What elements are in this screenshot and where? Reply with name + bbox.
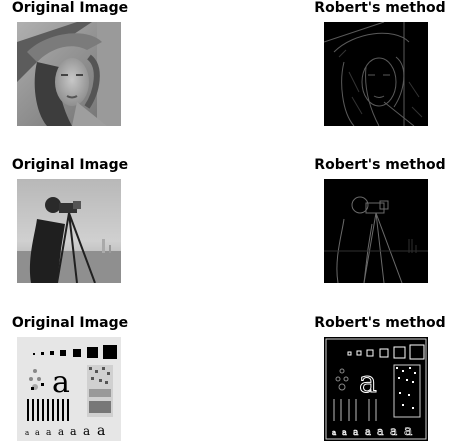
roberts-edge-image-cameraman [324,179,428,283]
svg-text:a: a [353,428,359,438]
subplot-title-roberts-3: Robert's method [314,315,446,331]
svg-text:a: a [70,425,77,438]
svg-text:a: a [83,424,90,438]
svg-text:a: a [52,365,70,400]
svg-text:a: a [359,365,377,400]
subplot-title-original-1: Original Image [11,0,129,16]
subplot-title-roberts-1: Robert's method [314,0,446,16]
svg-text:a: a [404,423,412,439]
original-image-lena [17,22,121,126]
svg-text:a: a [342,428,347,437]
svg-text:a: a [25,429,29,437]
original-image-test-pattern: a a a a a a a a [17,337,121,441]
original-image-cameraman [17,179,121,283]
svg-text:a: a [46,428,52,438]
svg-text:a: a [332,429,336,437]
svg-text:a: a [365,427,371,438]
svg-text:a: a [390,424,397,438]
svg-text:a: a [58,427,64,438]
subplot-title-roberts-2: Robert's method [314,157,446,173]
subplot-title-original-3: Original Image [11,315,129,331]
roberts-edge-image-test-pattern: a a a a a a a a [324,337,428,441]
svg-text:a: a [377,425,384,438]
svg-text:a: a [97,423,105,439]
roberts-edge-image-lena [324,22,428,126]
subplot-title-original-2: Original Image [11,157,129,173]
svg-text:a: a [35,428,40,437]
